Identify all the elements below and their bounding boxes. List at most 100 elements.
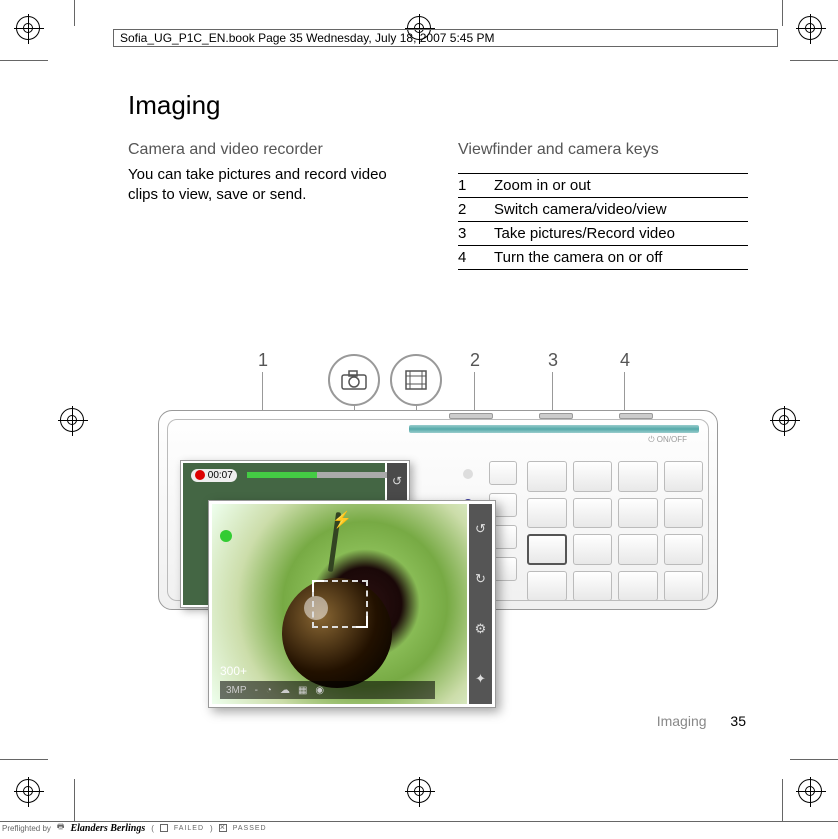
crop-target [798, 16, 822, 40]
rec-time-text: 00:07 [208, 470, 233, 481]
footer-section: Imaging [657, 713, 707, 729]
mp-label: 3MP [226, 685, 247, 696]
key [618, 498, 658, 529]
right-column: Viewfinder and camera keys 1Zoom in or o… [458, 141, 748, 270]
diagram: 1 2 3 4 ON/OFF [128, 350, 748, 670]
key [573, 498, 613, 529]
left-column: Camera and video recorder You can take p… [128, 141, 418, 270]
preflight-bar: Preflighted by 🖶 Elanders Berlings ( FAI… [2, 821, 267, 835]
key-desc: Turn the camera on or off [494, 246, 748, 270]
viewfinder-body: ⚡ 300+ 3MP - ◔ ☁ ▦ ◉ [212, 504, 467, 704]
failed-label: FAILED [174, 825, 204, 832]
crop-line [74, 779, 75, 821]
effect-icon: ✦ [475, 671, 486, 687]
crop-target [772, 408, 796, 432]
crop-line [0, 759, 48, 760]
photo-mode-icon [328, 354, 380, 406]
crop-target [16, 779, 40, 803]
crop-target [407, 779, 431, 803]
flash-icon: ⚡ [332, 510, 352, 530]
undo-icon: ↺ [475, 521, 486, 537]
key-desc: Switch camera/video/view [494, 198, 748, 222]
camera-icon [341, 370, 367, 390]
key [618, 461, 658, 492]
key-num: 1 [458, 174, 494, 198]
crop-target [798, 779, 822, 803]
callout-line [262, 372, 263, 412]
key [618, 534, 658, 565]
crop-target [60, 408, 84, 432]
key [573, 534, 613, 565]
key-table: 1Zoom in or out 2Switch camera/video/vie… [458, 173, 748, 270]
header-text: Sofia_UG_P1C_EN.book Page 35 Wednesday, … [120, 31, 494, 45]
crop-line [0, 60, 48, 61]
preflight-brand: Elanders Berlings [70, 823, 145, 834]
icon: ◔ [266, 685, 272, 696]
key [573, 461, 613, 492]
passed-label: PASSED [233, 825, 267, 832]
redo-icon: ↻ [475, 571, 486, 587]
callout-line [552, 372, 553, 412]
key [527, 498, 567, 529]
key-desc: Zoom in or out [494, 174, 748, 198]
right-subhead: Viewfinder and camera keys [458, 141, 748, 159]
icon: ▦ [298, 685, 307, 696]
rec-bar [247, 472, 317, 478]
left-body: You can take pictures and record video c… [128, 165, 418, 206]
shutter-btn [539, 413, 573, 419]
table-row: 3Take pictures/Record video [458, 222, 748, 246]
icon: ◉ [315, 685, 324, 696]
shot-count: 300+ [220, 664, 247, 678]
crop-line [74, 0, 75, 26]
status-dot-icon [220, 530, 232, 542]
viewfinder-big: ⚡ 300+ 3MP - ◔ ☁ ▦ ◉ ↺ ↻ ⚙ ✦ [208, 500, 496, 708]
side-key [489, 461, 517, 485]
keypad [527, 461, 703, 601]
video-mode-icon [390, 354, 442, 406]
rec-dot-icon [195, 470, 205, 480]
bracket: ) [210, 824, 213, 833]
crop-line [782, 0, 783, 26]
preflight-label: Preflighted by [2, 824, 51, 833]
key-desc: Take pictures/Record video [494, 222, 748, 246]
table-row: 1Zoom in or out [458, 174, 748, 198]
crop-target [16, 16, 40, 40]
key [664, 534, 704, 565]
status-bar: 3MP - ◔ ☁ ▦ ◉ [220, 681, 435, 699]
checkbox-checked-icon [219, 824, 227, 832]
power-slider [619, 413, 653, 419]
key [618, 571, 658, 602]
crop-line [790, 759, 838, 760]
left-subhead: Camera and video recorder [128, 141, 418, 159]
callout-4: 4 [620, 350, 630, 371]
volume-rocker [449, 413, 493, 419]
key-num: 3 [458, 222, 494, 246]
table-row: 4Turn the camera on or off [458, 246, 748, 270]
footer-page: 35 [730, 713, 746, 729]
key [527, 461, 567, 492]
settings-icon: ⚙ [475, 621, 487, 637]
key-num: 4 [458, 246, 494, 270]
table-row: 2Switch camera/video/view [458, 198, 748, 222]
undo-icon: ↺ [392, 474, 402, 488]
viewfinder-sidebar: ↺ ↻ ⚙ ✦ [469, 504, 492, 704]
onoff-label: ON/OFF [648, 435, 687, 445]
crop-line [790, 60, 838, 61]
print-icon: 🖶 [57, 821, 65, 835]
callout-1: 1 [258, 350, 268, 371]
dot [463, 469, 473, 479]
icon: ☁ [280, 685, 290, 696]
bracket: ( [151, 824, 154, 833]
film-icon [403, 369, 429, 391]
key [573, 571, 613, 602]
page-footer: Imaging 35 [657, 713, 746, 729]
key [527, 571, 567, 602]
content-area: Imaging Camera and video recorder You ca… [128, 90, 748, 270]
page-header: Sofia_UG_P1C_EN.book Page 35 Wednesday, … [113, 29, 778, 47]
callout-line [624, 372, 625, 412]
page-title: Imaging [128, 90, 748, 121]
crop-line [782, 779, 783, 821]
callout-3: 3 [548, 350, 558, 371]
key [664, 461, 704, 492]
key-num: 2 [458, 198, 494, 222]
